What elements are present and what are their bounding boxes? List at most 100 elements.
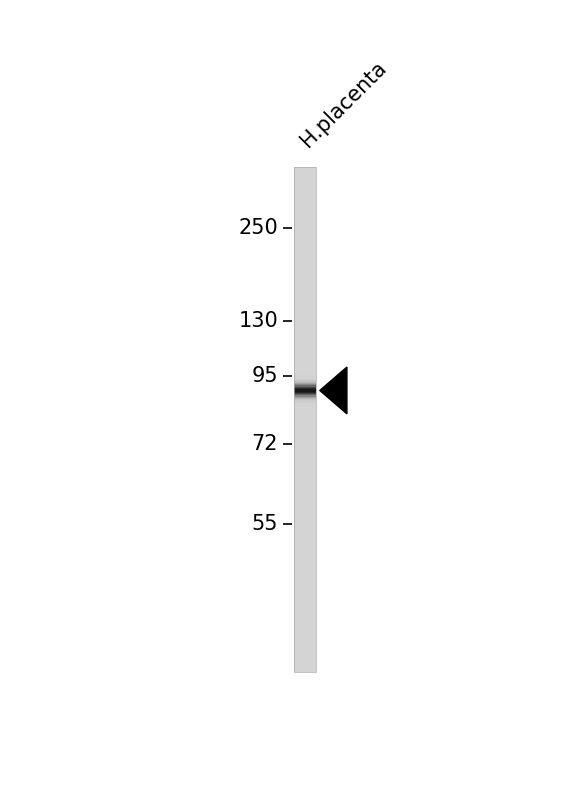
Bar xyxy=(293,443,316,445)
Bar xyxy=(293,281,316,282)
Bar xyxy=(293,558,316,559)
Bar xyxy=(293,631,316,633)
Bar xyxy=(293,515,316,517)
Bar xyxy=(293,563,316,565)
Bar xyxy=(293,332,316,334)
Bar xyxy=(293,643,316,644)
Bar xyxy=(293,657,316,658)
Bar xyxy=(293,413,316,414)
Bar xyxy=(293,542,316,543)
Bar xyxy=(293,562,316,563)
Bar xyxy=(293,616,316,618)
Bar xyxy=(293,318,316,320)
Bar xyxy=(293,341,316,342)
Bar xyxy=(293,356,316,358)
Bar xyxy=(293,183,316,185)
Bar xyxy=(293,194,316,196)
Bar xyxy=(293,410,316,412)
Bar xyxy=(293,403,316,404)
Bar xyxy=(293,346,316,347)
Bar xyxy=(293,430,316,432)
Bar xyxy=(293,489,316,490)
Bar xyxy=(293,600,316,602)
Bar xyxy=(293,480,316,482)
Bar xyxy=(293,317,316,318)
Text: 130: 130 xyxy=(238,311,278,331)
Bar xyxy=(293,374,316,375)
Bar xyxy=(293,168,316,170)
Bar xyxy=(293,611,316,613)
Bar xyxy=(293,524,316,526)
Bar xyxy=(293,587,316,589)
Bar xyxy=(293,375,316,377)
Bar xyxy=(293,294,316,296)
Bar xyxy=(293,380,316,382)
Bar xyxy=(293,390,316,392)
Bar xyxy=(293,648,316,650)
Bar xyxy=(293,395,316,397)
Bar xyxy=(293,239,316,240)
Bar xyxy=(293,538,316,539)
Bar xyxy=(293,290,316,292)
Bar xyxy=(293,637,316,638)
Bar xyxy=(293,178,316,179)
Bar xyxy=(293,308,316,310)
Bar xyxy=(293,347,316,349)
Bar xyxy=(293,257,316,258)
Bar xyxy=(293,666,316,667)
Bar xyxy=(293,224,316,225)
Bar xyxy=(293,246,316,248)
Bar xyxy=(293,605,316,606)
Bar xyxy=(293,569,316,570)
Bar xyxy=(293,287,316,288)
Bar xyxy=(293,382,316,384)
Bar xyxy=(293,466,316,467)
Bar xyxy=(293,351,316,353)
Bar xyxy=(293,509,316,510)
Bar xyxy=(293,659,316,661)
Bar xyxy=(293,533,316,534)
Bar xyxy=(293,321,316,322)
Bar xyxy=(293,541,316,542)
Bar xyxy=(293,543,316,545)
Bar xyxy=(293,530,316,532)
Bar xyxy=(293,269,316,270)
Bar xyxy=(293,556,316,557)
Bar xyxy=(293,445,316,446)
Bar xyxy=(293,302,316,303)
Bar xyxy=(293,486,316,487)
Bar xyxy=(293,566,316,567)
Bar xyxy=(293,274,316,275)
Bar xyxy=(293,222,316,224)
Bar xyxy=(293,355,316,356)
Bar xyxy=(293,305,316,306)
Bar xyxy=(293,547,316,548)
Bar xyxy=(293,349,316,350)
Bar xyxy=(293,235,316,236)
Bar xyxy=(293,307,316,308)
Bar xyxy=(293,574,316,576)
Bar xyxy=(293,650,316,652)
Bar xyxy=(293,238,316,239)
Bar xyxy=(293,330,316,331)
Bar xyxy=(293,421,316,422)
Bar xyxy=(293,609,316,610)
Bar xyxy=(293,207,316,209)
Bar xyxy=(293,511,316,513)
Bar xyxy=(293,461,316,462)
Bar xyxy=(293,185,316,186)
Bar xyxy=(293,458,316,460)
Bar xyxy=(293,593,316,594)
Bar xyxy=(293,550,316,552)
Bar xyxy=(293,653,316,654)
Bar xyxy=(293,364,316,365)
Bar xyxy=(293,602,316,604)
Bar xyxy=(293,432,316,434)
Bar xyxy=(293,570,316,571)
Bar xyxy=(293,398,316,399)
Bar xyxy=(293,585,316,586)
Bar xyxy=(293,451,316,452)
Bar xyxy=(293,401,316,402)
Bar xyxy=(293,594,316,595)
Bar xyxy=(293,474,316,475)
